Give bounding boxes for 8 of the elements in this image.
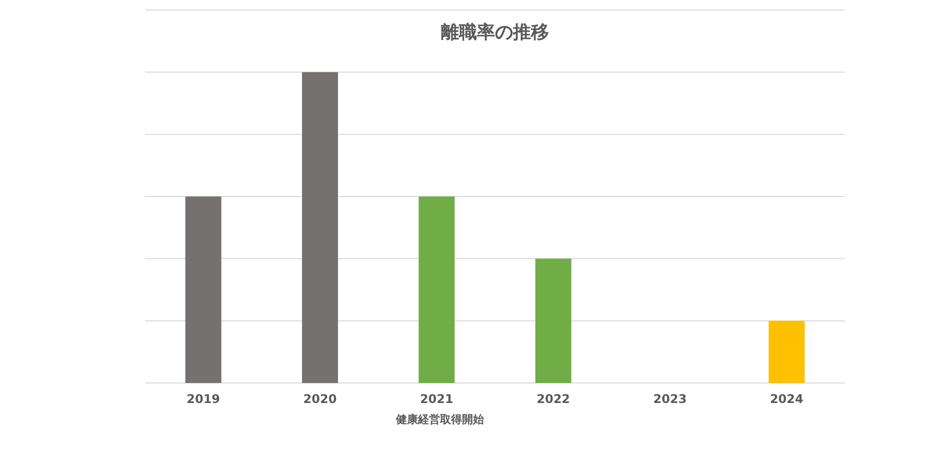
chart-title: 離職率の推移 — [440, 22, 549, 43]
x-tick-label: 2021 — [420, 392, 454, 406]
x-tick-label: 2024 — [770, 392, 804, 406]
x-tick-label: 2019 — [186, 392, 220, 406]
x-tick-label: 2022 — [536, 392, 570, 406]
text: 健康経営取得開始 — [395, 413, 485, 426]
x-tick-label: 2023 — [653, 392, 687, 406]
x-tick-label: 2020 — [303, 392, 337, 406]
